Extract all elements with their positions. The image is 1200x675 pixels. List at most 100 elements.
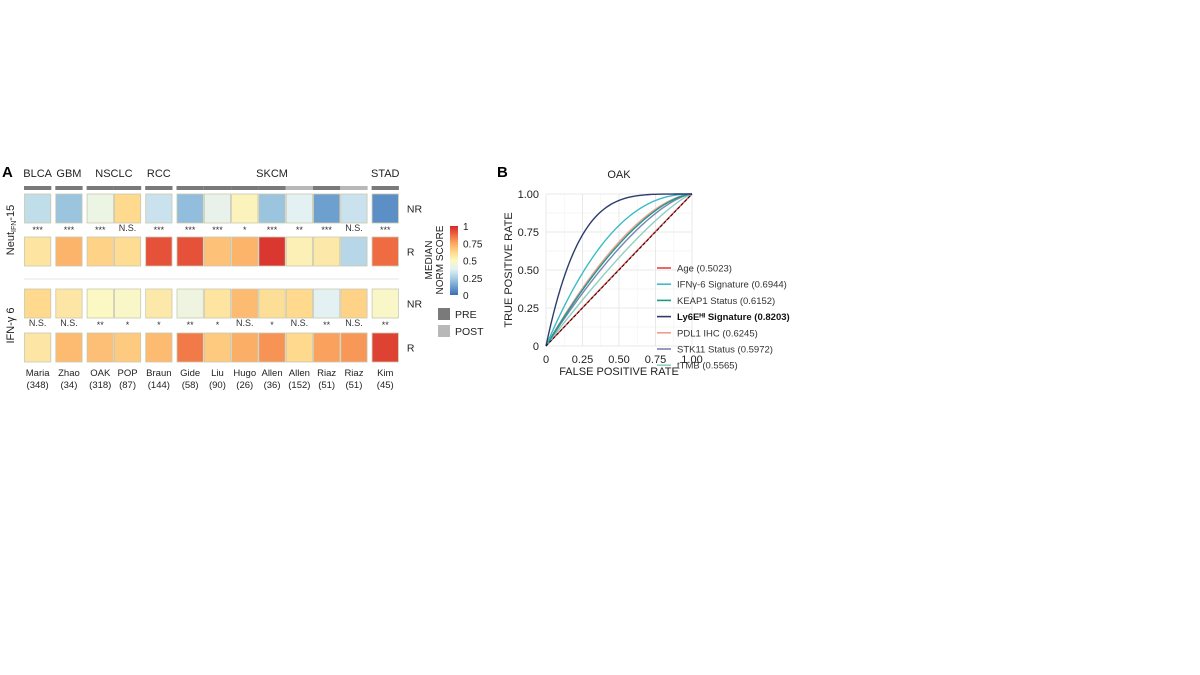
- timepoint-bar: [371, 186, 399, 190]
- study-n-label: (90): [209, 380, 226, 391]
- y-tick-label: 0.75: [518, 227, 539, 239]
- panel-a-label: A: [2, 164, 13, 181]
- heatmap-cell-nr: [55, 193, 83, 224]
- roc-curve: [545, 193, 693, 347]
- row-label-r: R: [407, 247, 415, 259]
- significance-label: ***: [212, 225, 223, 235]
- colorbar-legend: 1 0.75 0.5 0.25 0 MEDIAN NORM SCORE PRE POST: [424, 222, 484, 338]
- timepoint-bar: [176, 186, 204, 190]
- significance-label: ***: [321, 225, 332, 235]
- group-label: BLCA: [23, 168, 52, 180]
- heatmap-cell-r: [313, 332, 341, 363]
- heatmap-cell-nr: [340, 193, 368, 224]
- legend-label: tTMB (0.5565): [677, 361, 738, 372]
- heatmap-cell-r: [231, 332, 259, 363]
- heatmap-cell-nr: [203, 288, 232, 319]
- heatmap-cell-nr: [340, 288, 368, 319]
- significance-label: *: [126, 320, 130, 330]
- study-name-label: Maria: [26, 368, 50, 379]
- roc-curve: [545, 193, 693, 347]
- significance-label: N.S.: [119, 223, 137, 233]
- diagonal-reference-line: [545, 193, 693, 347]
- timepoint-bar: [86, 186, 114, 190]
- y-tick-label: 0: [533, 341, 539, 353]
- group-label: STAD: [371, 168, 400, 180]
- signature-label: IFN-γ 6: [5, 307, 17, 343]
- legend-label: Age (0.5023): [677, 264, 732, 275]
- heatmap-cell-r: [86, 332, 114, 363]
- significance-label: ***: [64, 225, 75, 235]
- legend-label: PDL1 IHC (0.6245): [677, 328, 758, 339]
- study-n-label: (318): [89, 380, 111, 391]
- heatmap-cell-nr: [114, 193, 142, 224]
- legend-label: STK11 Status (0.5972): [677, 345, 773, 356]
- heatmap-cell-r: [203, 332, 232, 363]
- timepoint-bar: [113, 186, 142, 190]
- group-label: SKCM: [256, 168, 288, 180]
- heatmap-cell-nr: [258, 193, 286, 224]
- significance-label: *: [270, 320, 274, 330]
- study-name-label: Kim: [377, 368, 393, 379]
- y-axis-label: TRUE POSITIVE RATE: [503, 212, 515, 327]
- heatmap-cell-nr: [371, 193, 399, 224]
- timepoint-bar: [258, 186, 286, 190]
- colorbar-tick-label: 0.25: [463, 274, 483, 285]
- y-tick-label: 0.25: [518, 303, 539, 315]
- heatmap-cell-nr: [24, 193, 52, 224]
- timepoint-bar: [313, 186, 341, 190]
- heatmap-cell-nr: [55, 288, 83, 319]
- heatmap-cell-r: [203, 236, 232, 267]
- signature-label: NeutIFN-15: [5, 205, 18, 255]
- x-tick-label: 0: [543, 354, 549, 366]
- timepoint-bar: [145, 186, 173, 190]
- heatmap-cell-nr: [145, 193, 173, 224]
- significance-label: N.S.: [29, 318, 47, 328]
- heatmap-cell-r: [371, 332, 399, 363]
- timepoint-bar: [203, 186, 232, 190]
- study-name-label: Hugo: [233, 368, 256, 379]
- x-tick-label: 0.50: [608, 354, 629, 366]
- colorbar-tick-label: 0: [463, 291, 469, 302]
- colorbar-tick-label: 0.5: [463, 257, 477, 268]
- heatmap-cell-r: [258, 236, 286, 267]
- significance-label: ***: [154, 225, 165, 235]
- study-name-label: Liu: [211, 368, 224, 379]
- heatmap-cell-nr: [313, 288, 341, 319]
- x-tick-label: 0.75: [645, 354, 666, 366]
- study-name-label: Zhao: [58, 368, 80, 379]
- heatmap-panel: BLCA GBM NSCLC RCC SKCM STAD*** *** *** N.S. *** *…: [5, 168, 422, 391]
- timepoint-legend-label: PRE: [455, 309, 477, 321]
- heatmap-cell-nr: [313, 193, 341, 224]
- heatmap-cell-nr: [114, 288, 142, 319]
- heatmap-cell-r: [24, 236, 52, 267]
- study-n-label: (36): [264, 380, 281, 391]
- heatmap-cell-r: [55, 236, 83, 267]
- heatmap-cell-r: [340, 332, 368, 363]
- timepoint-bar: [231, 186, 259, 190]
- heatmap-cell-r: [176, 236, 204, 267]
- group-label: GBM: [56, 168, 81, 180]
- heatmap-cell-r: [340, 236, 368, 267]
- significance-label: ***: [95, 225, 106, 235]
- colorbar-tick-label: 1: [463, 222, 469, 233]
- significance-label: N.S.: [60, 318, 78, 328]
- group-label: NSCLC: [95, 168, 132, 180]
- colorbar-gradient: [450, 226, 458, 295]
- significance-label: *: [157, 320, 161, 330]
- colorbar-tick-label: 0.75: [463, 239, 483, 250]
- significance-label: **: [382, 320, 390, 330]
- panel-b-label: B: [497, 164, 508, 181]
- heatmap-cell-nr: [176, 193, 204, 224]
- significance-label: **: [97, 320, 105, 330]
- x-axis-label: FALSE POSITIVE RATE: [559, 366, 679, 378]
- x-tick-label: 0.25: [572, 354, 593, 366]
- heatmap-cell-r: [86, 236, 114, 267]
- study-name-label: Allen: [261, 368, 282, 379]
- heatmap-cell-r: [371, 236, 399, 267]
- heatmap-cell-nr: [285, 193, 313, 224]
- heatmap-cell-r: [285, 332, 313, 363]
- study-n-label: (51): [345, 380, 362, 391]
- study-name-label: Gide: [180, 368, 200, 379]
- x-tick-label: 1.00: [681, 354, 702, 366]
